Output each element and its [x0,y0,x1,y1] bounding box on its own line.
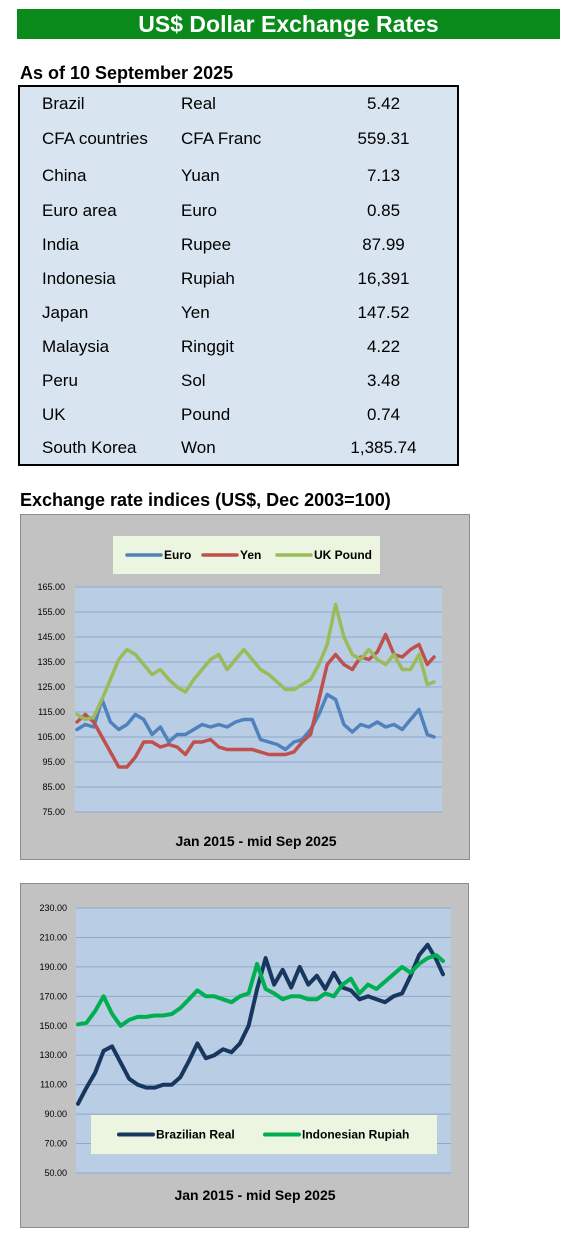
y-tick-label: 115.00 [38,707,65,717]
rate-cell: 1,385.74 [350,438,417,457]
rate-cell: 7.13 [366,166,401,185]
series-line-uk-pound [75,602,436,722]
x-axis-label: Jan 2015 - mid Sep 2025 [175,833,336,849]
series-line-euro [75,692,436,752]
table-row: UK Pound 0.74 [20,401,457,429]
legend-label: Yen [240,548,261,562]
currency-cell: CFA Franc [181,129,262,148]
currency-cell: Rupiah [181,269,235,288]
country-cell: Brazil [42,94,85,113]
x-axis-label: Jan 2015 - mid Sep 2025 [174,1187,335,1203]
y-tick-label: 145.00 [37,632,65,642]
country-cell: South Korea [42,438,137,457]
chart-emerging-currencies: 230.00 210.00 190.00 170.00 150.00 130.00 110.… [39,903,451,1203]
country-cell: China [42,166,87,185]
table-row: Peru Sol 3.48 [20,367,457,395]
table-row: South Korea Won 1,385.74 [20,434,457,462]
y-tick-label: 75.00 [42,807,65,817]
page-title-banner: US$ Dollar Exchange Rates [17,9,560,39]
chart-panel-major-currencies: 165.00 155.00 145.00 135.00 125.00 115.00 105.… [20,514,470,860]
currency-cell: Yuan [181,166,220,185]
rate-cell: 3.48 [366,371,401,390]
plot-area [75,587,442,812]
y-tick-label: 90.00 [44,1109,67,1119]
as-of-date: As of 10 September 2025 [20,63,234,83]
series-line-indonesian-rupiah [76,953,445,1028]
table-row: Euro area Euro 0.85 [20,197,457,225]
currency-cell: Euro [181,201,217,220]
indices-heading: Exchange rate indices (US$, Dec 2003=100… [20,490,391,510]
country-cell: India [42,235,79,254]
y-tick-label: 70.00 [44,1139,67,1149]
rate-cell: 0.74 [366,405,401,424]
country-cell: Indonesia [42,269,116,288]
rate-cell: 87.99 [362,235,405,254]
table-row: Brazil Real 5.42 [20,90,457,118]
rate-cell: 16,391 [357,269,410,288]
currency-cell: Won [181,438,216,457]
y-tick-label: 150.00 [39,1021,67,1031]
currency-cell: Ringgit [181,337,234,356]
table-row: Japan Yen 147.52 [20,299,457,327]
y-tick-label: 85.00 [42,782,65,792]
y-tick-label: 230.00 [39,903,67,913]
country-cell: Euro area [42,201,117,220]
y-tick-label: 170.00 [39,991,67,1001]
y-tick-label: 190.00 [39,962,67,972]
table-row: Indonesia Rupiah 16,391 [20,265,457,293]
table-row: CFA countries CFA Franc 559.31 [20,125,457,153]
rate-cell: 5.42 [366,94,401,113]
country-cell: Japan [42,303,89,322]
table-row: Malaysia Ringgit 4.22 [20,333,457,361]
y-tick-label: 155.00 [37,607,65,617]
rate-cell: 4.22 [366,337,401,356]
chart-major-currencies: 165.00 155.00 145.00 135.00 125.00 115.00 105.… [37,536,442,849]
y-tick-label: 135.00 [37,657,65,667]
chart-panel-emerging-currencies: 230.00 210.00 190.00 170.00 150.00 130.00 110.… [20,883,469,1228]
currency-cell: Real [181,94,216,113]
rates-table: Brazil Real 5.42 CFA countries CFA Franc 559.… [18,85,459,466]
legend-label: UK Pound [314,548,372,562]
y-tick-label: 165.00 [37,582,65,592]
country-cell: Malaysia [42,337,110,356]
y-tick-label: 95.00 [42,757,65,767]
currency-cell: Pound [181,405,231,424]
country-cell: UK [42,405,66,424]
country-cell: CFA countries [42,129,148,148]
currency-cell: Rupee [181,235,232,254]
currency-cell: Yen [181,303,210,322]
y-tick-label: 50.00 [44,1168,67,1178]
legend-label: Brazilian Real [156,1128,235,1142]
currency-cell: Sol [181,371,206,390]
y-tick-label: 105.00 [37,732,65,742]
country-cell: Peru [42,371,78,390]
y-tick-label: 110.00 [40,1080,67,1090]
legend-label: Indonesian Rupiah [302,1128,409,1142]
y-tick-label: 130.00 [39,1050,67,1060]
series-line-yen [75,632,436,769]
legend-label: Euro [164,548,191,562]
y-tick-label: 210.00 [39,932,67,942]
rate-cell: 559.31 [357,129,410,148]
rate-cell: 147.52 [357,303,410,322]
table-row: India Rupee 87.99 [20,231,457,259]
y-tick-label: 125.00 [37,682,65,692]
rate-cell: 0.85 [366,201,401,220]
table-row: China Yuan 7.13 [20,162,457,190]
